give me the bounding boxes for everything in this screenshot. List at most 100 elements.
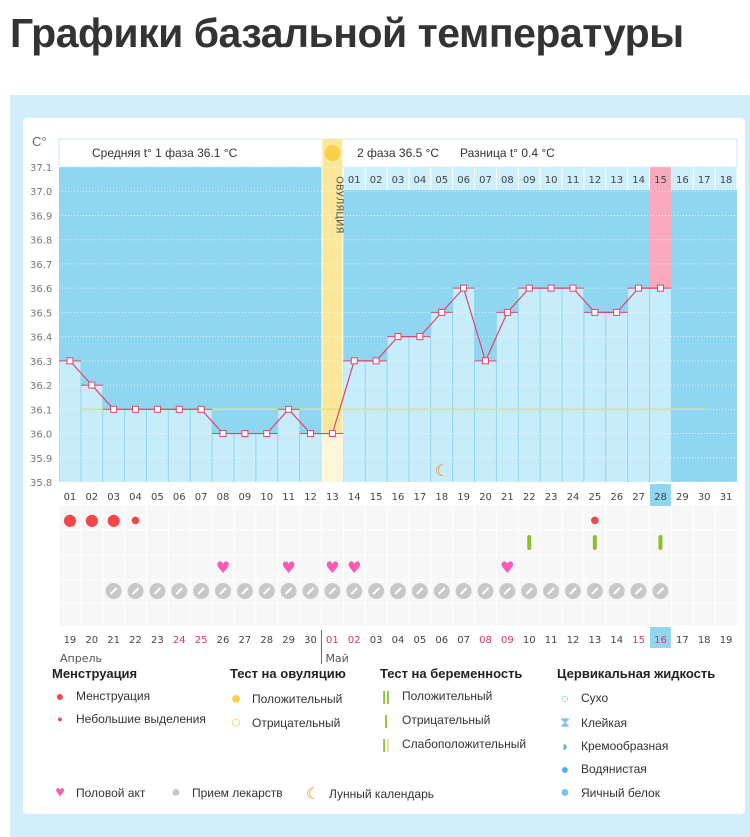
phase2-day-label: 09 xyxy=(523,175,536,186)
phase2-day-cell xyxy=(496,167,518,190)
legend-label: Яичный белок xyxy=(581,786,660,800)
temperature-point xyxy=(219,430,227,438)
y-tick-label: 37.1 xyxy=(30,163,52,174)
temperature-bar xyxy=(59,360,81,482)
phase2-day-cell xyxy=(606,167,628,190)
cycle-day-label: 13 xyxy=(326,492,339,503)
weak-lines-icon: | | xyxy=(382,736,390,752)
temperature-point xyxy=(613,308,621,316)
calendar-date: 02 xyxy=(348,635,361,646)
cycle-day-label: 06 xyxy=(173,492,186,503)
temperature-bar xyxy=(496,312,518,482)
cycle-day-label: 08 xyxy=(217,492,230,503)
cycle-day-label: 18 xyxy=(435,492,448,503)
temperature-point xyxy=(132,405,140,413)
cycle-day-label: 01 xyxy=(64,492,77,503)
temperature-point xyxy=(438,308,446,316)
pill-stripe xyxy=(525,587,533,595)
temperature-bar xyxy=(81,385,103,482)
cycle-day-label: 05 xyxy=(151,492,164,503)
legend-label: Положительный xyxy=(252,691,343,706)
phase2-day-label: 18 xyxy=(720,175,733,186)
today-date-cell xyxy=(650,627,671,648)
empty-drop-icon: ○ xyxy=(560,690,570,706)
calendar-date: 18 xyxy=(698,635,711,646)
phase2-day-cell xyxy=(650,167,671,190)
cycle-day-label: 16 xyxy=(392,492,405,503)
menstruation-icon: ● xyxy=(63,510,77,529)
y-tick-label: 36.9 xyxy=(30,211,52,222)
cycle-day-label: 09 xyxy=(239,492,252,503)
heart-icon: ♥ xyxy=(281,558,295,577)
calendar-date: 10 xyxy=(523,635,536,646)
temperature-bar xyxy=(431,312,453,482)
calendar-date: 29 xyxy=(282,635,295,646)
small-drop-icon: ● xyxy=(57,714,63,724)
phase1-background xyxy=(59,167,322,482)
legend-menstruation-title: Менструация xyxy=(52,666,138,681)
pregnancy-test-negative-icon xyxy=(658,535,663,550)
temperature-point xyxy=(416,333,424,341)
month-label: Апрель xyxy=(60,652,102,665)
calendar-date: 25 xyxy=(195,635,208,646)
pregnancy-test-negative-icon xyxy=(527,535,532,550)
phase2-day-cell xyxy=(365,167,387,190)
y-tick-label: 36.8 xyxy=(30,236,52,247)
phase2-day-cell xyxy=(431,167,453,190)
cycle-day-label: 30 xyxy=(698,492,711,503)
cycle-day-label: 28 xyxy=(654,492,667,503)
calendar-date: 19 xyxy=(64,635,77,646)
cycle-day-label: 14 xyxy=(348,492,361,503)
phase2-day-label: 02 xyxy=(370,175,383,186)
legend-cervical-title: Цервикальная жидкость xyxy=(557,666,716,681)
y-tick-label: 37.0 xyxy=(30,187,52,198)
pill-stripe xyxy=(328,587,337,595)
heart-icon: ♥ xyxy=(325,558,339,577)
temperature-point xyxy=(372,357,380,365)
y-tick-label: 36.7 xyxy=(30,260,52,271)
legend-pregnancy-title: Тест на беременность xyxy=(380,666,523,681)
cycle-day-label: 24 xyxy=(567,492,580,503)
phase2-day-label: 16 xyxy=(676,175,689,186)
legend-label: Водянистая xyxy=(581,762,647,776)
legend-label: Лунный календарь xyxy=(329,787,435,801)
legend-pregnancy-positive: || Положительный xyxy=(378,688,492,704)
cycle-day-label: 23 xyxy=(545,492,558,503)
pill-icon: ● xyxy=(171,784,181,801)
temperature-bar xyxy=(584,312,606,482)
heart-icon: ♥ xyxy=(347,558,361,577)
y-tick-label: 35.9 xyxy=(30,454,52,465)
temperature-bar xyxy=(190,409,212,482)
calendar-date: 12 xyxy=(567,635,580,646)
highlight-column xyxy=(649,190,672,289)
phase1-average: Средняя t° 1 фаза 36.1 °С xyxy=(92,146,238,160)
y-tick-label: 36.3 xyxy=(30,357,52,368)
pill-stripe xyxy=(153,587,162,595)
pill-stripe xyxy=(394,587,402,595)
cycle-day-label: 17 xyxy=(414,492,427,503)
cycle-day-label: 11 xyxy=(282,492,295,503)
temperature-bar xyxy=(343,360,365,482)
pill-stripe xyxy=(284,587,293,595)
phase2-day-label: 14 xyxy=(632,175,645,186)
ovulation-positive-icon xyxy=(324,145,341,161)
y-tick-label: 36.0 xyxy=(30,430,52,441)
cycle-day-label: 03 xyxy=(107,492,120,503)
calendar-date: 11 xyxy=(545,635,558,646)
today-cell xyxy=(650,484,671,506)
legend-moon: ☾ Лунный календарь xyxy=(305,784,434,804)
legend-label: Отрицательный xyxy=(402,713,491,727)
temperature-bar xyxy=(606,312,628,482)
calendar-date: 09 xyxy=(501,635,514,646)
menstruation-icon: ● xyxy=(107,510,121,529)
half-drop-icon: ◗ xyxy=(560,738,570,754)
temperature-bar xyxy=(125,409,146,482)
calendar-date: 07 xyxy=(457,635,470,646)
cycle-day-label: 19 xyxy=(457,492,470,503)
cycle-day-label: 20 xyxy=(479,492,492,503)
two-lines-icon: || xyxy=(382,688,390,704)
phase2-day-label: 10 xyxy=(545,175,558,186)
legend-label: Слабоположительный xyxy=(402,737,527,751)
empty-circle-icon: ○ xyxy=(230,712,242,732)
